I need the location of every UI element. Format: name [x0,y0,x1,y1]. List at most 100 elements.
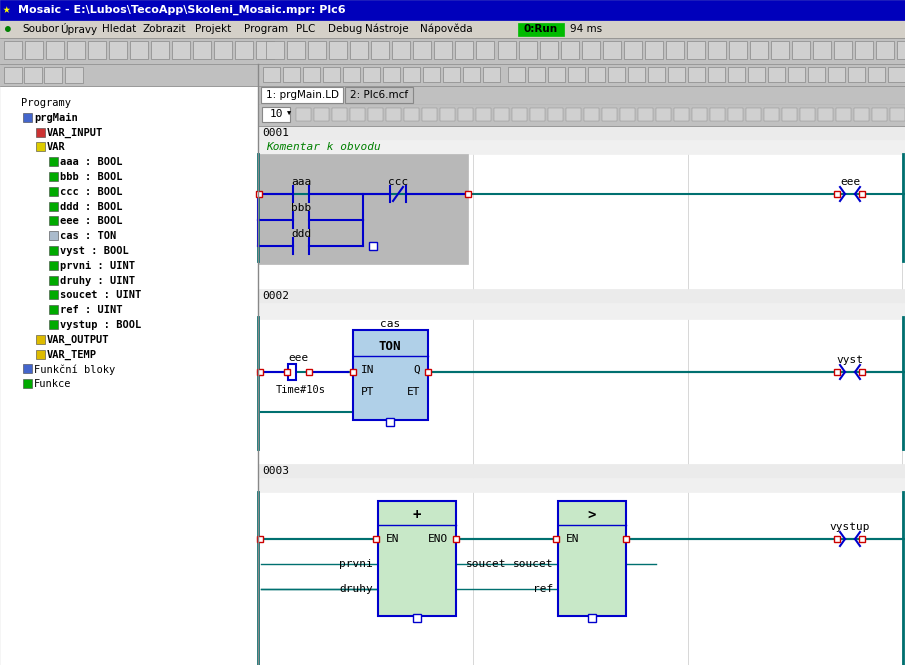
Bar [323,67,340,82]
Bar [746,108,761,121]
Bar [800,108,815,121]
Bar [413,41,431,59]
Text: soucet: soucet [466,559,507,569]
Bar [0,86,258,665]
Bar [828,67,845,82]
Text: ●: ● [5,24,11,34]
Bar [463,67,480,82]
Text: Nápověda: Nápověda [420,24,472,35]
Text: prvni: prvni [339,559,373,569]
Bar [413,614,421,622]
Bar [284,369,290,375]
Bar [519,41,537,59]
Bar [668,67,685,82]
Bar [423,67,440,82]
Bar [403,67,420,82]
Bar [235,41,253,59]
Text: bbb : BOOL: bbb : BOOL [60,172,122,182]
Text: ccc : BOOL: ccc : BOOL [60,187,122,197]
Bar [458,108,473,121]
Bar [528,67,545,82]
Bar [368,108,383,121]
Bar [666,41,684,59]
Bar [548,108,563,121]
Text: Komentar k obvodu: Komentar k obvodu [266,142,381,152]
Text: TON: TON [379,340,401,352]
Bar [49,320,58,329]
Bar [49,216,58,225]
Bar [23,364,32,374]
Bar [498,41,516,59]
Text: ddd : BOOL: ddd : BOOL [60,201,122,211]
Bar [256,191,262,197]
Bar [771,41,789,59]
Bar [306,369,312,375]
Bar [729,41,747,59]
Bar [687,41,705,59]
Text: prvni : UINT: prvni : UINT [60,261,135,271]
Text: cas : TON: cas : TON [60,231,116,241]
Bar [588,67,605,82]
Bar [624,41,642,59]
Text: VAR_TEMP: VAR_TEMP [47,350,97,360]
Bar [49,201,58,211]
Bar [36,350,45,358]
Bar [373,536,379,542]
Bar [584,108,599,121]
Bar [834,41,852,59]
Text: 2: Plc6.mcf: 2: Plc6.mcf [350,90,408,100]
Bar [386,418,394,426]
Text: VAR: VAR [47,142,66,152]
Text: 0:Run: 0:Run [524,24,558,34]
Bar [568,67,585,82]
Bar [834,191,840,197]
Bar [620,108,635,121]
Bar [308,41,326,59]
Bar [608,67,625,82]
Bar [648,67,665,82]
Bar [897,41,905,59]
Text: 94 ms: 94 ms [570,24,602,34]
Text: EN: EN [386,534,399,544]
Text: vystup : BOOL: vystup : BOOL [60,320,141,330]
Bar [764,108,779,121]
Text: aaa: aaa [291,177,311,187]
Bar [483,67,500,82]
Text: aaa : BOOL: aaa : BOOL [60,157,122,167]
Bar [258,126,905,140]
Bar [476,41,494,59]
Bar [49,305,58,314]
Bar [49,291,58,299]
Text: Q: Q [414,365,420,375]
Text: 1: prgMain.LD: 1: prgMain.LD [265,90,338,100]
Bar [494,108,509,121]
Text: vyst : BOOL: vyst : BOOL [60,246,129,256]
Text: Mosaic - E:\Lubos\TecoApp\Skoleni_Mosaic.mpr: Plc6: Mosaic - E:\Lubos\TecoApp\Skoleni_Mosaic… [18,5,346,15]
Text: Debug: Debug [328,24,362,34]
Text: ★: ★ [3,3,11,17]
Text: IN: IN [361,365,375,375]
Bar [151,41,169,59]
Bar [261,87,343,103]
Bar [465,191,471,197]
Bar [350,108,365,121]
Text: druhy: druhy [339,584,373,594]
Bar [258,64,905,86]
Bar [645,41,663,59]
Bar [258,126,905,665]
Bar [818,108,833,121]
Bar [638,108,653,121]
Text: Soubor: Soubor [22,24,59,34]
Bar [303,67,320,82]
Bar [49,231,58,240]
Bar [49,261,58,270]
Bar [422,108,437,121]
Bar [36,334,45,344]
Bar [363,67,380,82]
Bar [4,41,22,59]
Bar [65,67,83,83]
Bar [49,157,58,166]
Text: ref: ref [533,584,553,594]
Text: PLC: PLC [296,24,315,34]
Bar [854,108,869,121]
